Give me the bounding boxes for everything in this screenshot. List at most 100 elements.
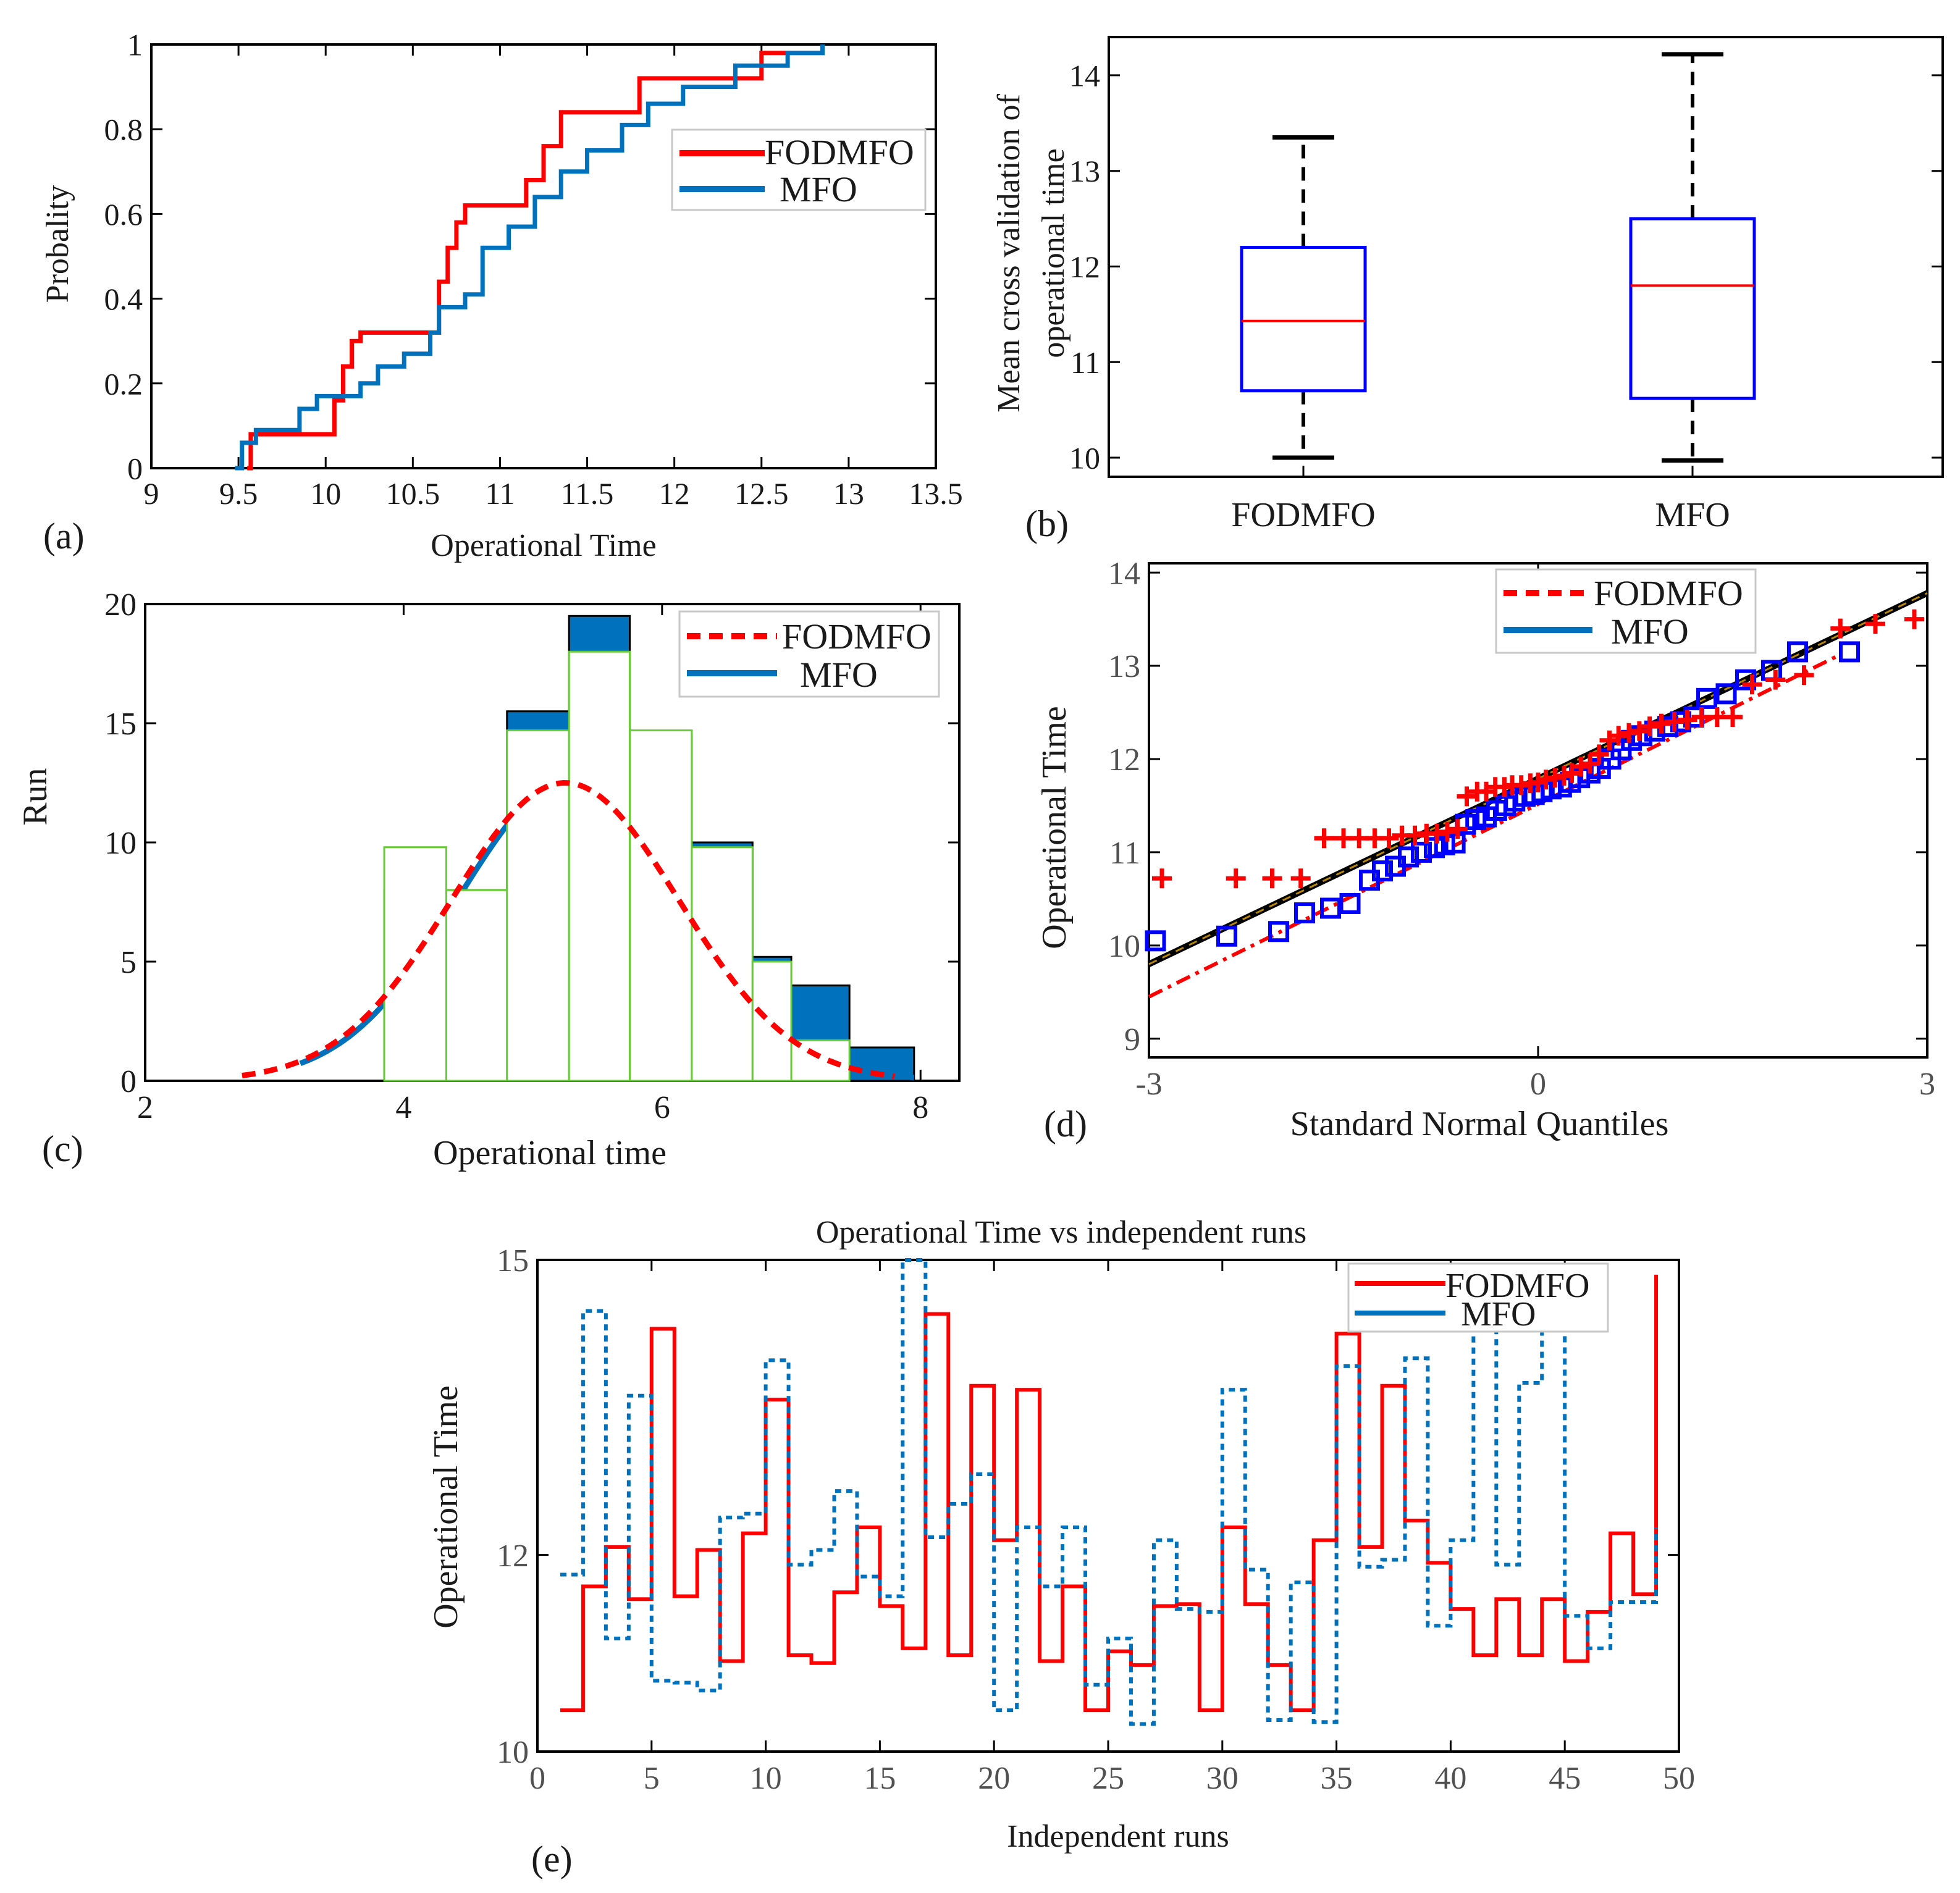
panel-d-mfo-point (1294, 902, 1315, 924)
panel-c-fodmfo-bar (445, 889, 508, 1082)
panel-c-ytick-label: 20 (104, 587, 137, 623)
panel-e-ytick-label: 12 (497, 1538, 529, 1574)
panel-d-fodmfo-point (1152, 868, 1172, 889)
panel-d-marks: -3 0 3 9 10 11 12 13 14 (1108, 556, 1935, 1102)
panel-d-mfo-point (1398, 846, 1419, 868)
panel-c-histogram: 2 4 6 8 0 5 10 15 20 FODMFO MFO Operational time… (16, 587, 961, 1172)
panel-d-fodmfo-point (1723, 707, 1743, 728)
panel-c-ylabel: Run (16, 768, 54, 825)
panel-a-legend-mfo-label: MFO (780, 169, 857, 209)
panel-c-legend-mfo-label: MFO (800, 655, 878, 695)
panel-d-ytick-label: 9 (1124, 1022, 1140, 1057)
panel-e-series-mfo (560, 1258, 1659, 1726)
panel-d-xtick-label: 0 (1530, 1067, 1546, 1102)
panel-e-xlabel: Independent runs (1007, 1819, 1229, 1854)
panel-d-mfo-point (1715, 683, 1737, 705)
panel-d-fodmfo-point (1571, 757, 1591, 777)
panel-c-xtick-label: 4 (395, 1090, 411, 1125)
panel-d-fodmfo-point (1589, 744, 1609, 765)
panel-a-series-mfo (235, 44, 825, 471)
panel-e-ytick-label: 15 (497, 1243, 529, 1278)
panel-b-ytick-label: 14 (1069, 58, 1100, 93)
panel-d-mfo-point (1216, 925, 1237, 947)
panel-b-ytick-label: 10 (1069, 441, 1100, 476)
panel-d-fodmfo-point (1904, 609, 1924, 629)
panel-b-xtick-label: MFO (1655, 496, 1730, 534)
panel-a-ytick-label: 0 (127, 451, 143, 486)
panel-d-mfo-point (1339, 892, 1361, 914)
panel-d-ytick-label: 11 (1109, 836, 1140, 871)
panel-d-fodmfo-point (1580, 753, 1600, 774)
panel-c-xlabel: Operational time (433, 1134, 667, 1172)
panel-d-fodmfo-point (1262, 868, 1282, 889)
panel-d-legend-fodmfo-label: FODMFO (1594, 573, 1743, 613)
panel-c-ytick-label: 10 (104, 826, 137, 861)
panel-e-stairs: 0 5 10 15 20 25 30 35 40 45 50 10 12 15 FODMFO MFO Op… (427, 1215, 1695, 1879)
panel-a-ylabel: Probality (40, 185, 75, 303)
panel-c-fodmfo-bar (383, 846, 447, 1082)
panel-d-fodmfo-point (1629, 721, 1649, 741)
panel-c-xtick-label: 2 (137, 1090, 153, 1125)
panel-c-xtick-label: 6 (654, 1090, 670, 1125)
panel-b-ytick-label: 13 (1069, 154, 1100, 188)
panel-e-xtick-label: 15 (864, 1761, 896, 1796)
panel-a-legend-fodmfo-label: FODMFO (765, 132, 914, 172)
panel-e-xtick-label: 40 (1434, 1761, 1466, 1796)
panel-d-mfo-point (1839, 641, 1860, 663)
panel-e-xtick-label: 20 (978, 1761, 1010, 1796)
panel-d-fodmfo-point (1830, 618, 1851, 639)
panel-d-mfo-point (1320, 897, 1341, 919)
panel-d-ytick-label: 10 (1108, 929, 1140, 964)
panel-b-ylabel-line2: operational time (1036, 148, 1071, 358)
panel-d-mfo-point (1696, 687, 1717, 709)
panel-d-fodmfo-point (1437, 821, 1457, 842)
panel-a-label: (a) (43, 516, 85, 556)
panel-c-legend-fodmfo-label: FODMFO (782, 616, 932, 657)
panel-a-legend-box (671, 128, 927, 211)
panel-e-ytick-label: 10 (497, 1735, 529, 1770)
panel-d-fodmfo-point (1290, 868, 1311, 889)
panel-d-fodmfo-point (1609, 726, 1629, 746)
panel-e-marks: 0 5 10 15 20 25 30 35 40 45 50 10 12 15 (497, 1243, 1695, 1796)
panel-d-fodmfo-point (1865, 614, 1885, 634)
panel-d-fodmfo-point (1742, 674, 1762, 695)
panel-e-xtick-label: 30 (1206, 1761, 1239, 1796)
panel-e-xtick-label: 50 (1663, 1761, 1695, 1796)
panel-d-ylabel: Operational Time (1035, 706, 1074, 949)
panel-e-label: (e) (531, 1839, 573, 1879)
panel-a-axes-box (150, 43, 937, 469)
panel-d-mfo-point (1787, 641, 1808, 663)
panel-d-fodmfo-point (1677, 710, 1697, 730)
panel-c-legend-box (678, 610, 940, 698)
panel-a-xtick-label: 9.5 (219, 476, 258, 511)
panel-b-ytick-label: 11 (1070, 345, 1100, 380)
panel-a-ytick-label: 0.8 (104, 112, 143, 147)
panel-c-ytick-label: 15 (104, 707, 137, 742)
panel-e-title: Operational Time vs independent runs (816, 1215, 1306, 1250)
panel-c-xtick-label: 8 (912, 1090, 928, 1125)
panel-c-fodmfo-fit-curve (242, 779, 895, 1080)
panel-c-label: (c) (42, 1128, 83, 1169)
panel-d-mfo-point (1372, 860, 1393, 882)
panel-b-marks: 10 11 12 13 14 FODMFO MFO (1069, 52, 1943, 534)
panel-c-fodmfo-bar (751, 960, 793, 1082)
panel-d-fodmfo-point (1447, 819, 1468, 839)
panel-a-xtick-label: 10.5 (386, 476, 440, 511)
panel-e-xtick-label: 10 (750, 1761, 782, 1796)
panel-d-fodmfo-point (1379, 828, 1399, 849)
panel-e-xtick-label: 0 (529, 1761, 545, 1796)
panel-d-label: (d) (1044, 1104, 1087, 1144)
panel-b-label: (b) (1025, 503, 1069, 544)
panel-a-ytick-label: 1 (127, 28, 143, 62)
panel-c-ytick-label: 5 (120, 945, 137, 980)
panel-d-fodmfo-point (1314, 828, 1334, 849)
panel-e-xtick-label: 5 (644, 1761, 660, 1796)
panel-d-xlabel: Standard Normal Quantiles (1290, 1105, 1669, 1143)
panel-a-xtick-label: 10 (310, 476, 341, 511)
panel-d-mfo-point (1145, 930, 1166, 952)
panel-b-mfo-box (1629, 217, 1756, 400)
panel-a-xtick-label: 12 (659, 476, 690, 511)
panel-e-legend-box (1347, 1262, 1609, 1333)
panel-e-legend-mfo-label: MFO (1461, 1295, 1536, 1333)
